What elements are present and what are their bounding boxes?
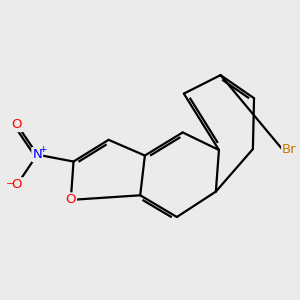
Text: O: O: [65, 194, 76, 206]
Text: O: O: [12, 118, 22, 131]
Text: N: N: [32, 148, 42, 161]
Text: O: O: [12, 178, 22, 191]
Text: Br: Br: [282, 142, 297, 156]
Text: +: +: [39, 145, 46, 154]
Text: −: −: [6, 179, 14, 189]
